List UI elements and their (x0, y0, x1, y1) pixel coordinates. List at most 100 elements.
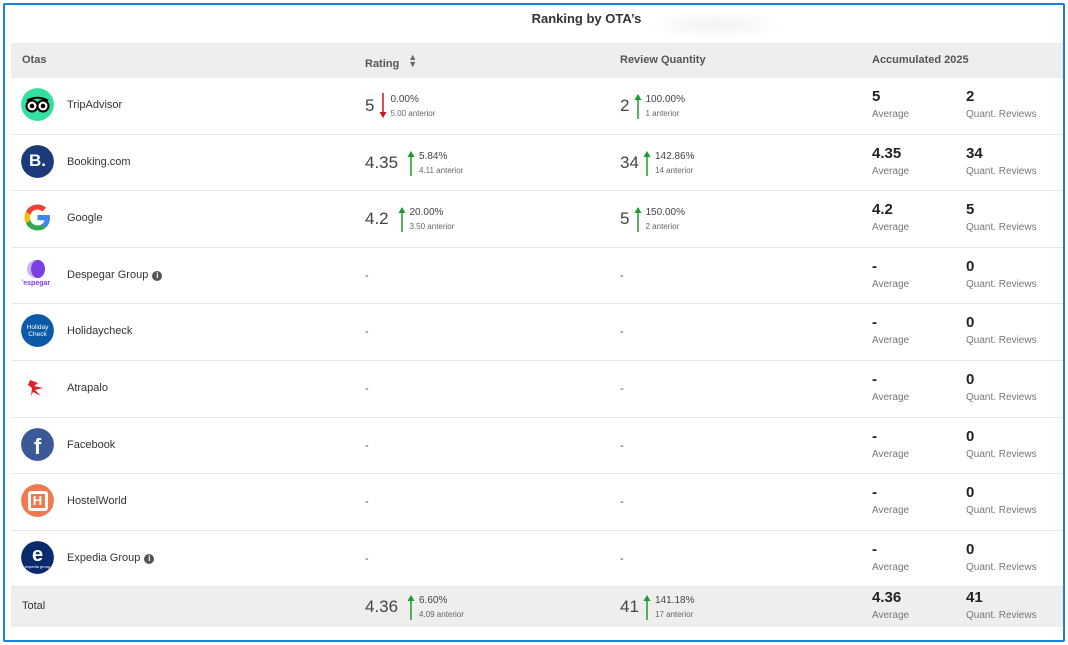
ota-name: TripAdvisor (67, 99, 122, 111)
metric-value: 34 (620, 152, 639, 172)
quant-reviews-label: Quant. Reviews (966, 561, 1037, 573)
total-label: Total (22, 600, 46, 613)
quant-reviews-label: Quant. Reviews (966, 222, 1037, 234)
ota-name-text: Despegar Group (67, 268, 149, 281)
empty-value: - (620, 382, 624, 395)
ota-name: HostelWorld (67, 495, 127, 507)
accumulated-quantity-value: 0 (966, 484, 975, 502)
empty-value: - (365, 496, 369, 509)
arrow-up-icon (407, 594, 415, 621)
quant-reviews-label: Quant. Reviews (966, 505, 1037, 517)
booking-b-icon: B. (21, 144, 54, 178)
table-row: f Facebook - - - Average 0 Quant. Review… (11, 418, 1063, 475)
accumulated-average: - Average (872, 484, 909, 516)
table-row: e expedia group Expedia Group i - - - Aver… (11, 531, 1063, 588)
accumulated-average-value: 4.36 (872, 589, 902, 607)
accumulated-average: - Average (872, 541, 909, 573)
empty-value: - (365, 439, 369, 452)
metric-value: 5 (620, 209, 630, 229)
metric-previous: 4.11 anterior (419, 165, 464, 175)
accumulated-quantity-value: 0 (966, 257, 975, 275)
accumulated-quantity-value: 41 (966, 589, 983, 607)
ota-name-text: TripAdvisor (67, 99, 123, 111)
accumulated-quantity: 2 Quant. Reviews (966, 88, 1037, 120)
metric-value: 4.36 (365, 597, 399, 617)
arrow-down-icon (379, 93, 387, 119)
accumulated-average: - Average (872, 371, 909, 403)
empty-value: - (365, 269, 369, 282)
accumulated-quantity-value: 0 (966, 370, 975, 388)
metric-previous: 3.50 anterior (409, 222, 455, 232)
accumulated-average-value: 4.2 (872, 201, 893, 219)
metric-change-percent: 6.60% (419, 595, 448, 607)
widget-title: Ranking by OTA’s (531, 11, 642, 26)
ota-name: Booking.com (67, 156, 131, 168)
google-g-icon (21, 201, 54, 234)
average-label: Average (872, 391, 910, 403)
despegar-icon: despegar (21, 257, 54, 291)
tripadvisor-owl-icon (21, 88, 54, 121)
redacted-area (651, 11, 781, 39)
arrow-up-icon (407, 150, 415, 176)
empty-value: - (365, 382, 369, 395)
header-rating-label: Rating (365, 58, 400, 70)
hostelworld-h-icon: H (21, 484, 54, 518)
ota-name: Atrapalo (67, 382, 108, 394)
info-icon[interactable]: i (144, 553, 155, 564)
ota-name-text: Expedia Group (67, 551, 141, 564)
accumulated-quantity-value: 0 (966, 427, 975, 445)
arrow-up-icon (643, 150, 651, 176)
accumulated-average-value: - (872, 314, 877, 332)
empty-value: - (620, 439, 624, 452)
ota-name-text: Facebook (67, 438, 116, 451)
accumulated-quantity: 5 Quant. Reviews (966, 201, 1037, 233)
metric-change-percent: 0.00% (390, 94, 419, 105)
header-accumulated: Accumulated 2025 (872, 54, 969, 66)
metric-change-percent: 150.00% (645, 207, 685, 219)
metric-change-percent: 141.18% (655, 595, 695, 607)
average-label: Average (872, 109, 910, 120)
average-label: Average (872, 505, 910, 517)
empty-value: - (365, 326, 369, 339)
info-icon[interactable]: i (152, 270, 163, 281)
header-otas: Otas (22, 54, 47, 66)
quant-reviews-label: Quant. Reviews (966, 165, 1037, 177)
accumulated-quantity: 41 Quant. Reviews (966, 589, 1037, 621)
accumulated-average: - Average (872, 314, 909, 346)
widget-frame (3, 3, 1065, 642)
metric-value: 41 (620, 597, 639, 617)
accumulated-quantity-value: 5 (966, 201, 975, 219)
table-row: B. Booking.com 4.35 5.84% 4.11 anterior … (11, 135, 1063, 192)
ota-name: Expedia Group i (67, 551, 155, 564)
arrow-up-icon (643, 594, 651, 621)
metric-change-percent: 100.00% (645, 94, 685, 105)
quant-reviews-label: Quant. Reviews (966, 391, 1037, 403)
ota-name: Google (67, 212, 102, 224)
accumulated-quantity: 0 Quant. Reviews (966, 484, 1037, 516)
empty-value: - (620, 269, 624, 282)
accumulated-average: - Average (872, 428, 909, 460)
quant-reviews-label: Quant. Reviews (966, 448, 1037, 460)
sort-icon[interactable]: ▲ ▼ (408, 52, 418, 69)
average-label: Average (872, 561, 910, 573)
accumulated-average-value: - (872, 484, 877, 502)
table-body: TripAdvisor 5 0.00% 5.00 anterior 2 100.… (11, 78, 1063, 628)
metric-change-percent: 5.84% (419, 150, 448, 162)
accumulated-average-value: 4.35 (872, 144, 902, 162)
empty-value: - (365, 552, 369, 565)
ota-name: Despegar Group i (67, 268, 163, 281)
ota-name: Facebook (67, 439, 115, 451)
accumulated-quantity-value: 2 (966, 88, 975, 105)
metric-value: 4.35 (365, 152, 399, 172)
accumulated-average: - Average (872, 258, 909, 290)
header-rating[interactable]: Rating ▲ ▼ (365, 52, 418, 71)
average-label: Average (872, 448, 910, 460)
table-row-total: Total 4.36 6.60% 4.09 anterior 41 141.18… (11, 587, 1063, 628)
metric-previous: 17 anterior (655, 610, 694, 620)
accumulated-quantity: 0 Quant. Reviews (966, 371, 1037, 403)
table-row: H HostelWorld - - - Average 0 Quant. Rev… (11, 474, 1063, 531)
metric-previous: 4.09 anterior (419, 610, 464, 620)
ota-name-text: Holidaycheck (67, 325, 133, 338)
accumulated-average-value: - (872, 257, 877, 275)
header-review-quantity: Review Quantity (620, 54, 706, 66)
